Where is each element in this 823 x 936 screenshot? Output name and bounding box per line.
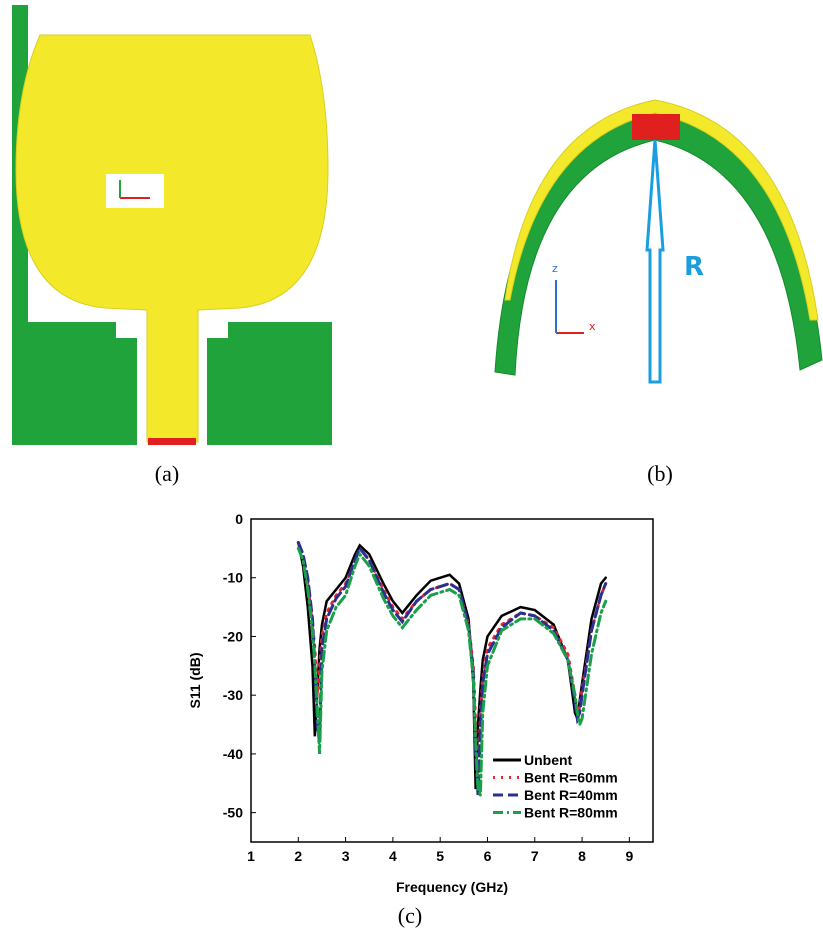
- x-axis-label: Frequency (GHz): [396, 879, 508, 895]
- axis-icon: [106, 174, 164, 208]
- y-tick-label: -30: [223, 687, 243, 703]
- caption: (a): [155, 461, 179, 486]
- legend-label: Bent R=60mm: [524, 770, 618, 786]
- x-tick-label: 3: [342, 848, 350, 864]
- caption: (c): [398, 903, 422, 928]
- y-tick-label: -10: [223, 570, 243, 586]
- chart: 0 -10 -20 -30 -40 -50 1 2 3 4 5 6 7 8 9 Frequency (GHz)…: [187, 511, 653, 928]
- legend-label: Unbent: [524, 752, 573, 768]
- caption: (b): [647, 461, 673, 486]
- panel-b: R z x (b): [495, 100, 822, 486]
- port: [148, 438, 196, 445]
- axis-z-label: z: [552, 262, 558, 275]
- port: [632, 114, 680, 140]
- page: (a) R z x (b) 0 -10 -20 -30 -40 -50 1 2 3 4 5 6 7 8 9 F…: [0, 0, 823, 936]
- x-tick-label: 7: [531, 848, 539, 864]
- x-tick-label: 4: [389, 848, 397, 864]
- y-tick-label: -40: [223, 746, 243, 762]
- panel-a: (a): [12, 5, 332, 486]
- radius-label: R: [684, 252, 704, 282]
- y-tick-label: -50: [223, 805, 243, 821]
- y-tick-label: -20: [223, 628, 243, 644]
- x-tick-label: 2: [294, 848, 302, 864]
- legend-label: Bent R=40mm: [524, 787, 618, 803]
- y-axis-label: S11 (dB): [187, 652, 203, 708]
- x-tick-label: 8: [578, 848, 586, 864]
- y-tick-label: 0: [235, 511, 243, 527]
- x-tick-label: 5: [436, 848, 444, 864]
- legend-label: Bent R=80mm: [524, 805, 618, 821]
- x-tick-label: 9: [625, 848, 633, 864]
- radius-arrow: [647, 140, 663, 382]
- axis-x-label: x: [589, 320, 596, 333]
- x-tick-label: 1: [247, 848, 255, 864]
- figure: (a) R z x (b) 0 -10 -20 -30 -40 -50 1 2 3 4 5 6 7 8 9 F…: [0, 0, 823, 936]
- x-tick-label: 6: [484, 848, 492, 864]
